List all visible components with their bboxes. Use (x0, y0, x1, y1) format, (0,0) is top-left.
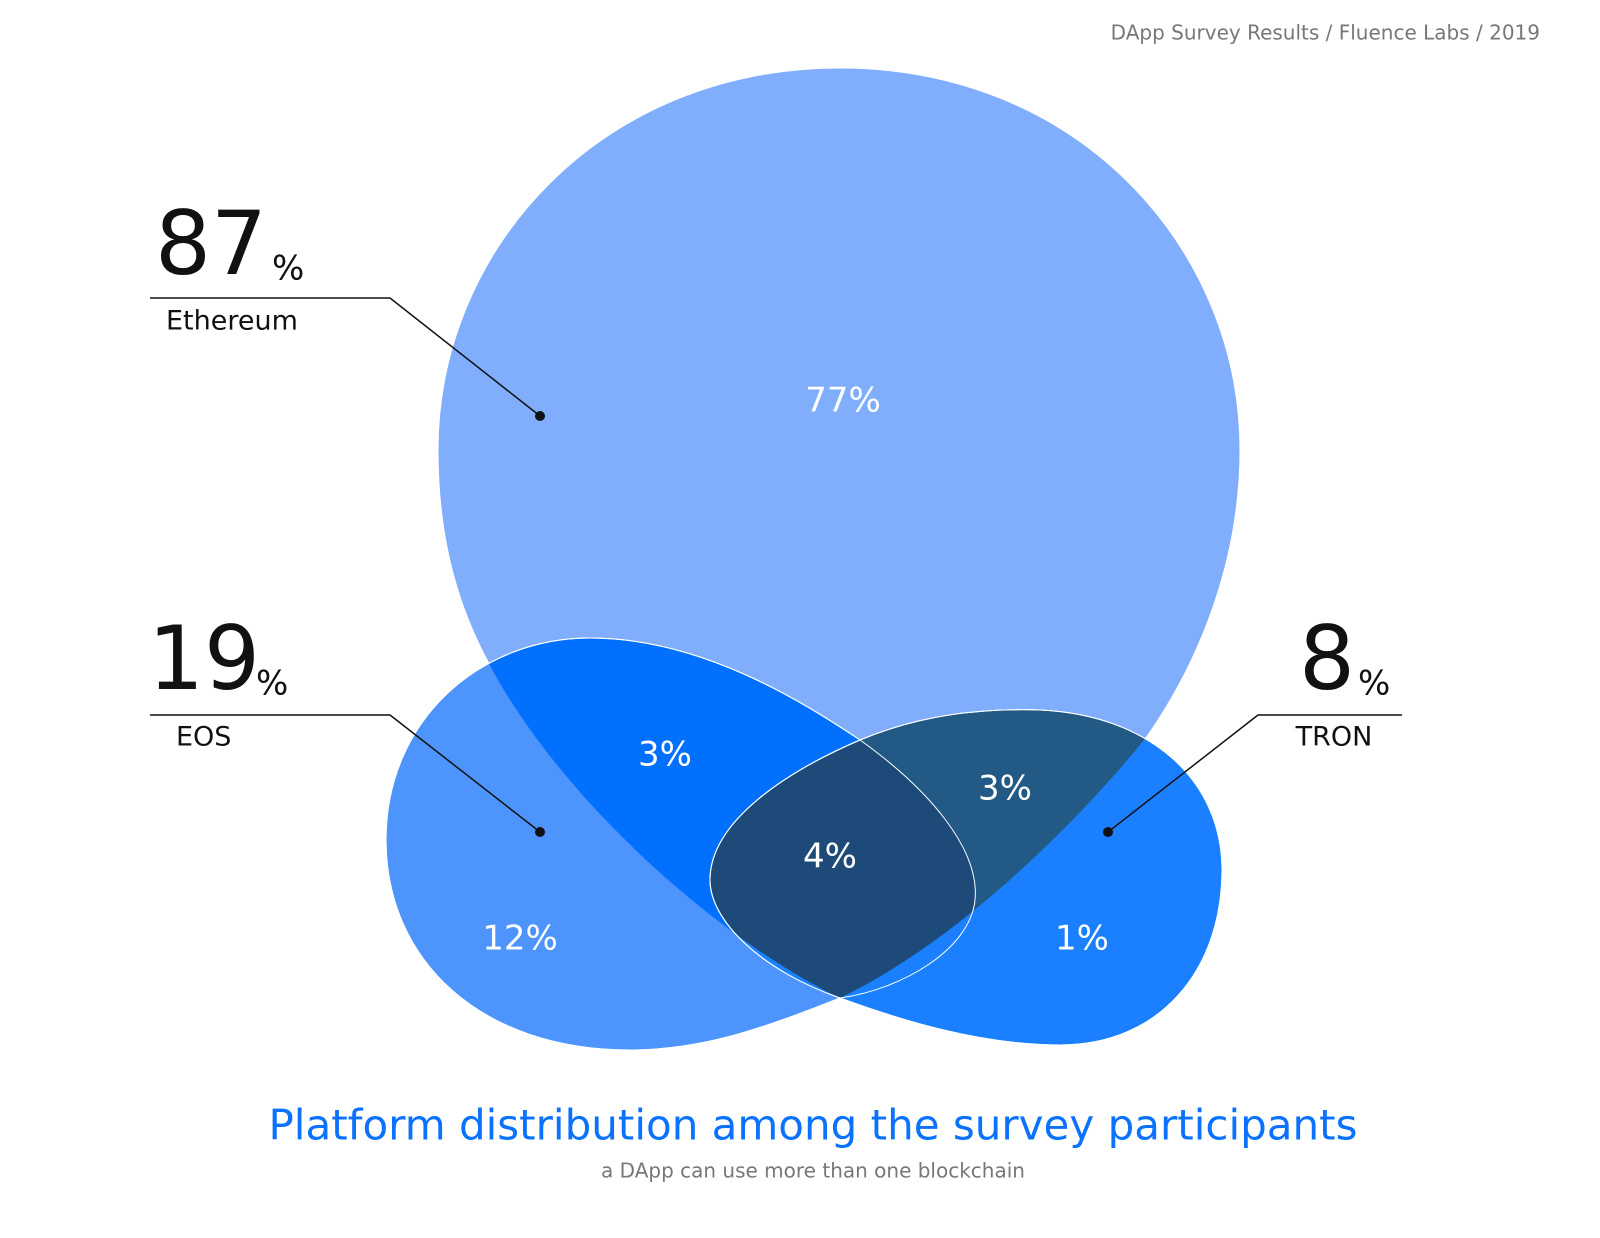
set-value: 19 (148, 607, 260, 710)
unit: % (272, 249, 304, 289)
region-label: 12% (482, 919, 558, 959)
region-label: 3% (978, 769, 1032, 809)
callout-dot (1103, 827, 1113, 837)
chart-subtitle: a DApp can use more than one blockchain (601, 1159, 1025, 1183)
callout-line (1107, 714, 1402, 833)
region-label: 3% (638, 735, 692, 775)
set-value: 87 (155, 192, 267, 295)
callout-dot (535, 411, 545, 421)
callout-dot (535, 827, 545, 837)
set-name: Ethereum (166, 306, 298, 337)
unit: % (256, 664, 288, 704)
source: DApp Survey Results / Fluence Labs / 201… (1111, 21, 1540, 45)
region-label: 4% (803, 837, 857, 877)
set-name: EOS (176, 722, 231, 753)
set-value: 8 (1299, 607, 1355, 710)
set-name: TRON (1295, 722, 1373, 753)
chart-title: Platform distribution among the survey p… (268, 1101, 1357, 1150)
region-label: 77% (805, 381, 881, 421)
callout-line (150, 297, 541, 417)
unit: % (1358, 664, 1390, 704)
region-label: 1% (1055, 919, 1109, 959)
callout-line (150, 714, 541, 833)
